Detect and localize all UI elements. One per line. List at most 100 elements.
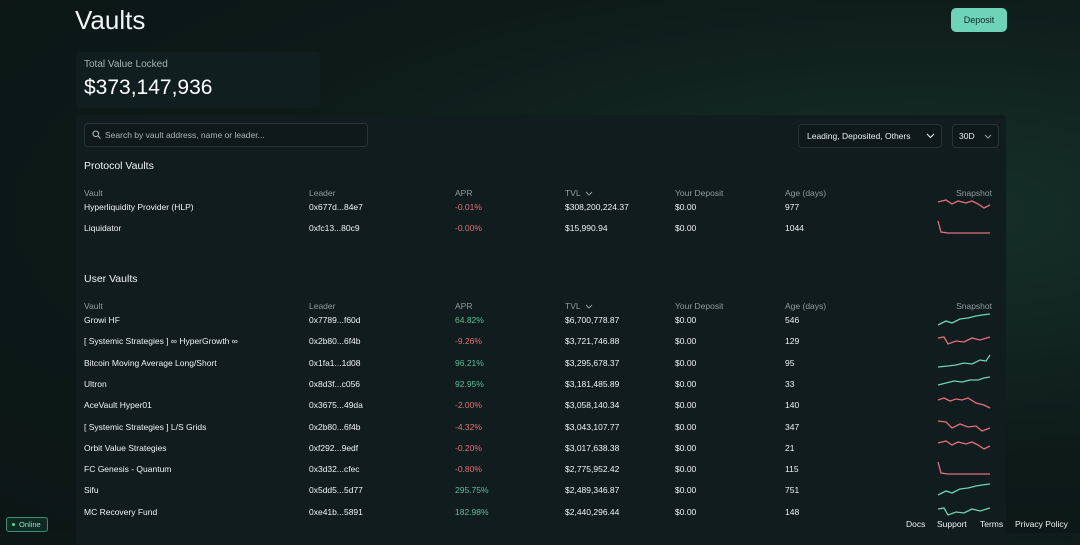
- sparkline-path: [937, 397, 991, 409]
- filter-label: Leading, Deposited, Others: [807, 131, 911, 141]
- tvl: $3,017,638.38: [565, 442, 620, 453]
- leader-address: 0xfc13...80c9: [309, 223, 360, 234]
- vault-row[interactable]: [76, 460, 1006, 481]
- vault-row[interactable]: [76, 503, 1006, 524]
- tvl: $3,043,107.77: [565, 421, 620, 432]
- age-days: 33: [785, 378, 795, 389]
- apr: 295.75%: [455, 485, 489, 496]
- snapshot-sparkline: [937, 199, 991, 209]
- snapshot-sparkline: [937, 461, 990, 475]
- leader-address: 0x7789...f60d: [309, 315, 361, 325]
- snapshot-sparkline: [937, 313, 991, 326]
- status-dot: [12, 523, 15, 526]
- vault-name: Bitcoin Moving Average Long/Short: [84, 357, 217, 368]
- status-text: Online: [19, 520, 41, 529]
- apr: -0.80%: [455, 464, 482, 475]
- age-days: 347: [785, 421, 800, 432]
- search-icon: [92, 130, 101, 139]
- footer-link[interactable]: Terms: [980, 519, 1004, 529]
- column-header: Your Deposit: [675, 188, 724, 198]
- leader-address: 0xf292...9edf: [309, 442, 359, 453]
- sparkline-path: [937, 440, 991, 450]
- vault-row[interactable]: [76, 198, 1006, 219]
- your-deposit: $0.00: [675, 506, 697, 517]
- your-deposit: $0.00: [675, 357, 697, 368]
- age-days: 21: [785, 442, 795, 453]
- vault-name: [ Systemic Strategies ] ∞ HyperGrowth ∞: [84, 336, 238, 347]
- sparkline-path: [937, 506, 991, 516]
- sparkline-path: [937, 483, 991, 496]
- sparkline-path: [937, 376, 991, 386]
- tvl: $3,181,485.89: [565, 378, 620, 389]
- leader-address: 0x2b80...6f4b: [309, 336, 361, 347]
- apr: -4.32%: [455, 421, 482, 432]
- column-header: Leader: [309, 188, 336, 198]
- tvl-label: Total Value Locked: [84, 59, 168, 70]
- tvl: $2,489,346.87: [565, 485, 620, 496]
- snapshot-sparkline: [937, 354, 991, 368]
- sparkline-path: [937, 419, 991, 432]
- section-title: Protocol Vaults: [84, 160, 154, 172]
- leader-address: 0x1fa1...1d08: [309, 357, 361, 368]
- apr: 64.82%: [455, 315, 484, 325]
- sparkline-path: [937, 354, 991, 368]
- apr: 96.21%: [455, 357, 484, 368]
- page-title: Vaults: [75, 5, 146, 35]
- age-days: 1044: [785, 223, 804, 234]
- vault-name: FC Genesis - Quantum: [84, 464, 172, 475]
- filter-dropdown[interactable]: Leading, Deposited, Others: [798, 124, 942, 148]
- age-days: 140: [785, 400, 800, 411]
- snapshot-sparkline: [937, 419, 991, 432]
- vault-row[interactable]: [76, 311, 1006, 332]
- vault-row[interactable]: [76, 375, 1006, 396]
- tvl: $308,200,224.37: [565, 202, 629, 212]
- leader-address: 0x3d32...cfec: [309, 464, 360, 475]
- deposit-button[interactable]: Deposit: [951, 8, 1007, 32]
- your-deposit: $0.00: [675, 315, 697, 325]
- apr: -0.00%: [455, 223, 482, 234]
- age-days: 129: [785, 336, 800, 347]
- snapshot-sparkline: [937, 221, 990, 234]
- vault-name: Liquidator: [84, 223, 122, 234]
- footer-link[interactable]: Support: [937, 519, 967, 529]
- search-box[interactable]: Search by vault address, name or leader.…: [84, 123, 368, 147]
- vault-name: MC Recovery Fund: [84, 506, 158, 517]
- section-title: User Vaults: [84, 273, 138, 285]
- sparkline-path: [937, 461, 990, 475]
- status-badge: Online: [6, 517, 48, 532]
- sparkline-path: [937, 199, 991, 209]
- leader-address: 0x5dd5...5d77: [309, 485, 363, 496]
- snapshot-sparkline: [937, 336, 991, 346]
- apr: -2.00%: [455, 400, 482, 411]
- column-header[interactable]: TVL: [565, 188, 593, 198]
- period-dropdown[interactable]: 30D: [952, 124, 999, 148]
- your-deposit: $0.00: [675, 442, 697, 453]
- your-deposit: $0.00: [675, 223, 697, 234]
- vault-name: [ Systemic Strategies ] L/S Grids: [84, 421, 207, 432]
- snapshot-sparkline: [937, 376, 991, 386]
- leader-address: 0x2b80...6f4b: [309, 421, 361, 432]
- your-deposit: $0.00: [675, 485, 697, 496]
- leader-address: 0x8d3f...c056: [309, 378, 361, 389]
- tvl: $15,990.94: [565, 223, 608, 234]
- leader-address: 0xe41b...5891: [309, 506, 363, 517]
- snapshot-sparkline: [937, 440, 991, 450]
- column-header[interactable]: TVL: [565, 301, 593, 311]
- age-days: 115: [785, 464, 799, 475]
- vault-name: Growi HF: [84, 315, 120, 325]
- column-header: Age (days): [785, 188, 827, 198]
- footer-link[interactable]: Docs: [906, 519, 926, 529]
- your-deposit: $0.00: [675, 378, 697, 389]
- tvl: $6,700,778.87: [565, 315, 620, 325]
- chevron-icon: [926, 133, 935, 139]
- your-deposit: $0.00: [675, 400, 697, 411]
- vault-row[interactable]: [76, 481, 1006, 502]
- age-days: 148: [785, 506, 800, 517]
- footer-link[interactable]: Privacy Policy: [1015, 519, 1068, 529]
- vault-row[interactable]: [76, 418, 1006, 439]
- vault-row[interactable]: [76, 439, 1006, 460]
- vault-row[interactable]: [76, 396, 1006, 417]
- vault-row[interactable]: [76, 219, 1006, 240]
- sort-chevron: [585, 191, 592, 196]
